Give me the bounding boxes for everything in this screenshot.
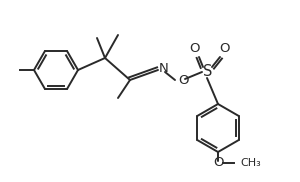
Text: O: O	[190, 43, 200, 56]
Text: O: O	[213, 157, 223, 169]
Text: O: O	[220, 43, 230, 56]
Text: N: N	[159, 62, 169, 76]
Text: CH₃: CH₃	[240, 158, 261, 168]
Text: S: S	[203, 64, 213, 80]
Text: O: O	[178, 74, 188, 86]
